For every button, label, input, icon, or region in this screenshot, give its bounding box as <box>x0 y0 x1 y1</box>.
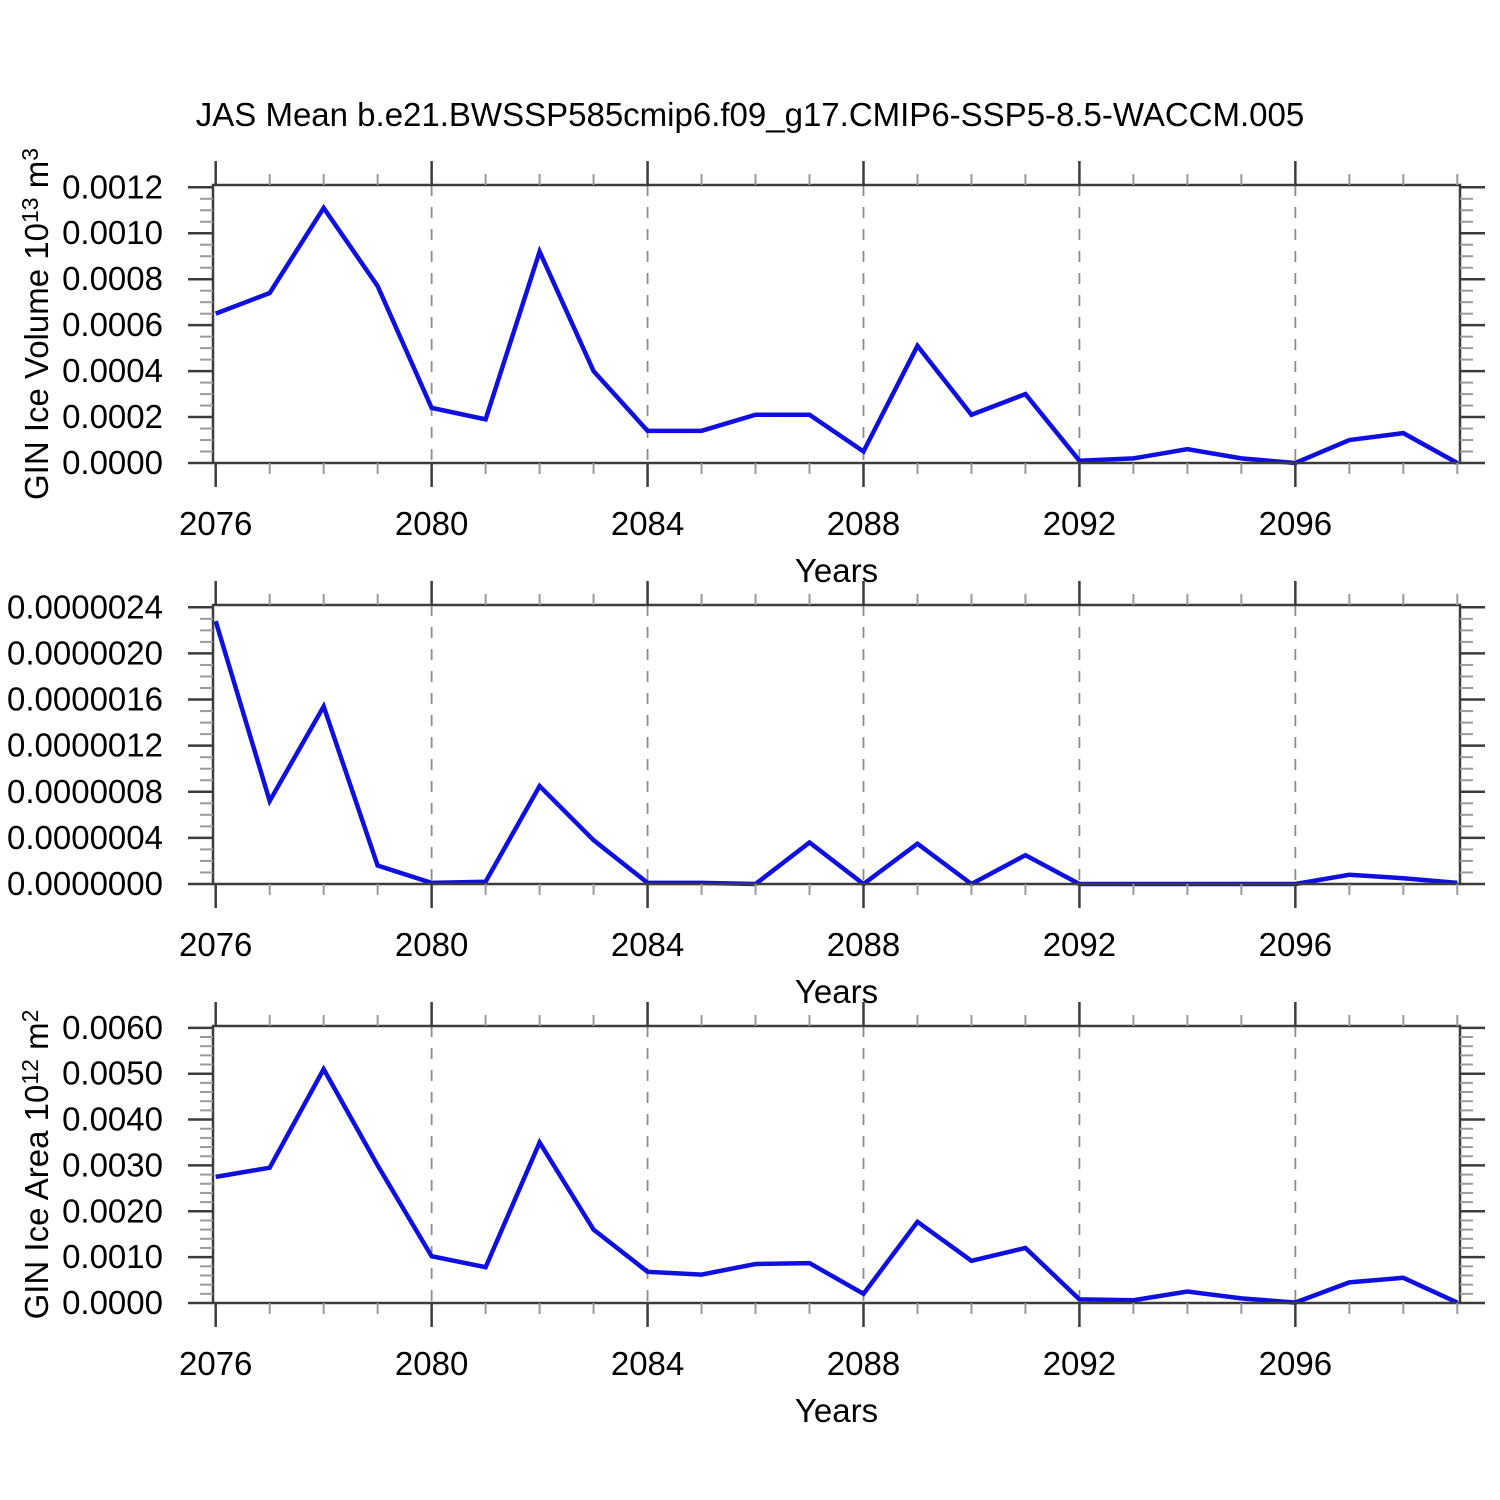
x-tick-label: 2080 <box>395 926 468 963</box>
figure-title: JAS Mean b.e21.BWSSP585cmip6.f09_g17.CMI… <box>195 96 1305 133</box>
x-tick-label: 2084 <box>611 926 684 963</box>
y-tick-label: 0.0008 <box>62 260 163 297</box>
x-tick-label: 2096 <box>1259 926 1332 963</box>
y-tick-label: 0.0000012 <box>7 727 163 764</box>
x-tick-label: 2088 <box>827 1345 900 1382</box>
x-tick-label: 2092 <box>1043 505 1116 542</box>
y-axis-title: GIN Ice Area 1012 m2 <box>17 1010 55 1320</box>
gin-ice-volume-plot: 0.0000 0.0002 0.0004 0.0006 0.0008 0.0010 0.00… <box>17 148 1485 589</box>
x-tick-label: 2092 <box>1043 1345 1116 1382</box>
y-tick-label: 0.0000024 <box>7 588 163 625</box>
y-tick-label: 0.0010 <box>62 214 163 251</box>
y-tick-label: 0.0000008 <box>7 773 163 810</box>
y-tick-label: 0.0000020 <box>7 634 163 671</box>
x-tick-label: 2088 <box>827 505 900 542</box>
x-tick-label: 2080 <box>395 1345 468 1382</box>
x-axis-title: Years <box>795 552 878 589</box>
gin-ice-volume-line <box>214 203 1459 466</box>
y-tick-label: 0.0002 <box>62 398 163 435</box>
y-tick-label: 0.0000000 <box>7 865 163 902</box>
y-tick-label: 0.0000004 <box>7 819 163 856</box>
x-tick-label: 2076 <box>179 1345 252 1382</box>
gin-ice-middle-line <box>213 620 1458 887</box>
y-tick-label: 0.0000 <box>62 444 163 481</box>
x-tick-label: 2084 <box>611 1345 684 1382</box>
gin-ice-middle-plot: 0.0000000 0.0000004 0.0000008 0.0000012 0.00… <box>7 581 1485 1010</box>
x-axis-title: Years <box>795 1392 878 1429</box>
x-tick-label: 2084 <box>611 505 684 542</box>
x-tick-label: 2076 <box>179 926 252 963</box>
plot-frame <box>211 1024 1462 1305</box>
gin-ice-area-plot: 0.0000 0.0010 0.0020 0.0030 0.0040 0.0050 0.00… <box>17 1002 1485 1429</box>
gin-ice-area-line <box>215 1064 1459 1305</box>
plot-frame <box>211 183 1462 465</box>
x-tick-label: 2096 <box>1259 505 1332 542</box>
x-tick-label: 2088 <box>827 926 900 963</box>
y-tick-label: 0.0060 <box>62 1009 163 1046</box>
y-tick-label: 0.0030 <box>62 1146 163 1183</box>
y-tick-label: 0.0010 <box>62 1238 163 1275</box>
y-axis-title: GIN Ice Volume 1013 m3 <box>17 148 55 500</box>
y-tick-label: 0.0020 <box>62 1192 163 1229</box>
plot-frame <box>211 603 1462 886</box>
y-tick-label: 0.0050 <box>62 1055 163 1092</box>
x-tick-label: 2096 <box>1259 1345 1332 1382</box>
y-tick-label: 0.0004 <box>62 352 163 389</box>
y-tick-label: 0.0040 <box>62 1101 163 1138</box>
y-tick-label: 0.0000016 <box>7 681 163 718</box>
x-tick-label: 2080 <box>395 505 468 542</box>
x-axis-title: Years <box>795 973 878 1010</box>
y-tick-label: 0.0000 <box>62 1284 163 1321</box>
x-tick-label: 2092 <box>1043 926 1116 963</box>
y-tick-label: 0.0012 <box>62 168 163 205</box>
x-tick-label: 2076 <box>179 505 252 542</box>
y-tick-label: 0.0006 <box>62 306 163 343</box>
